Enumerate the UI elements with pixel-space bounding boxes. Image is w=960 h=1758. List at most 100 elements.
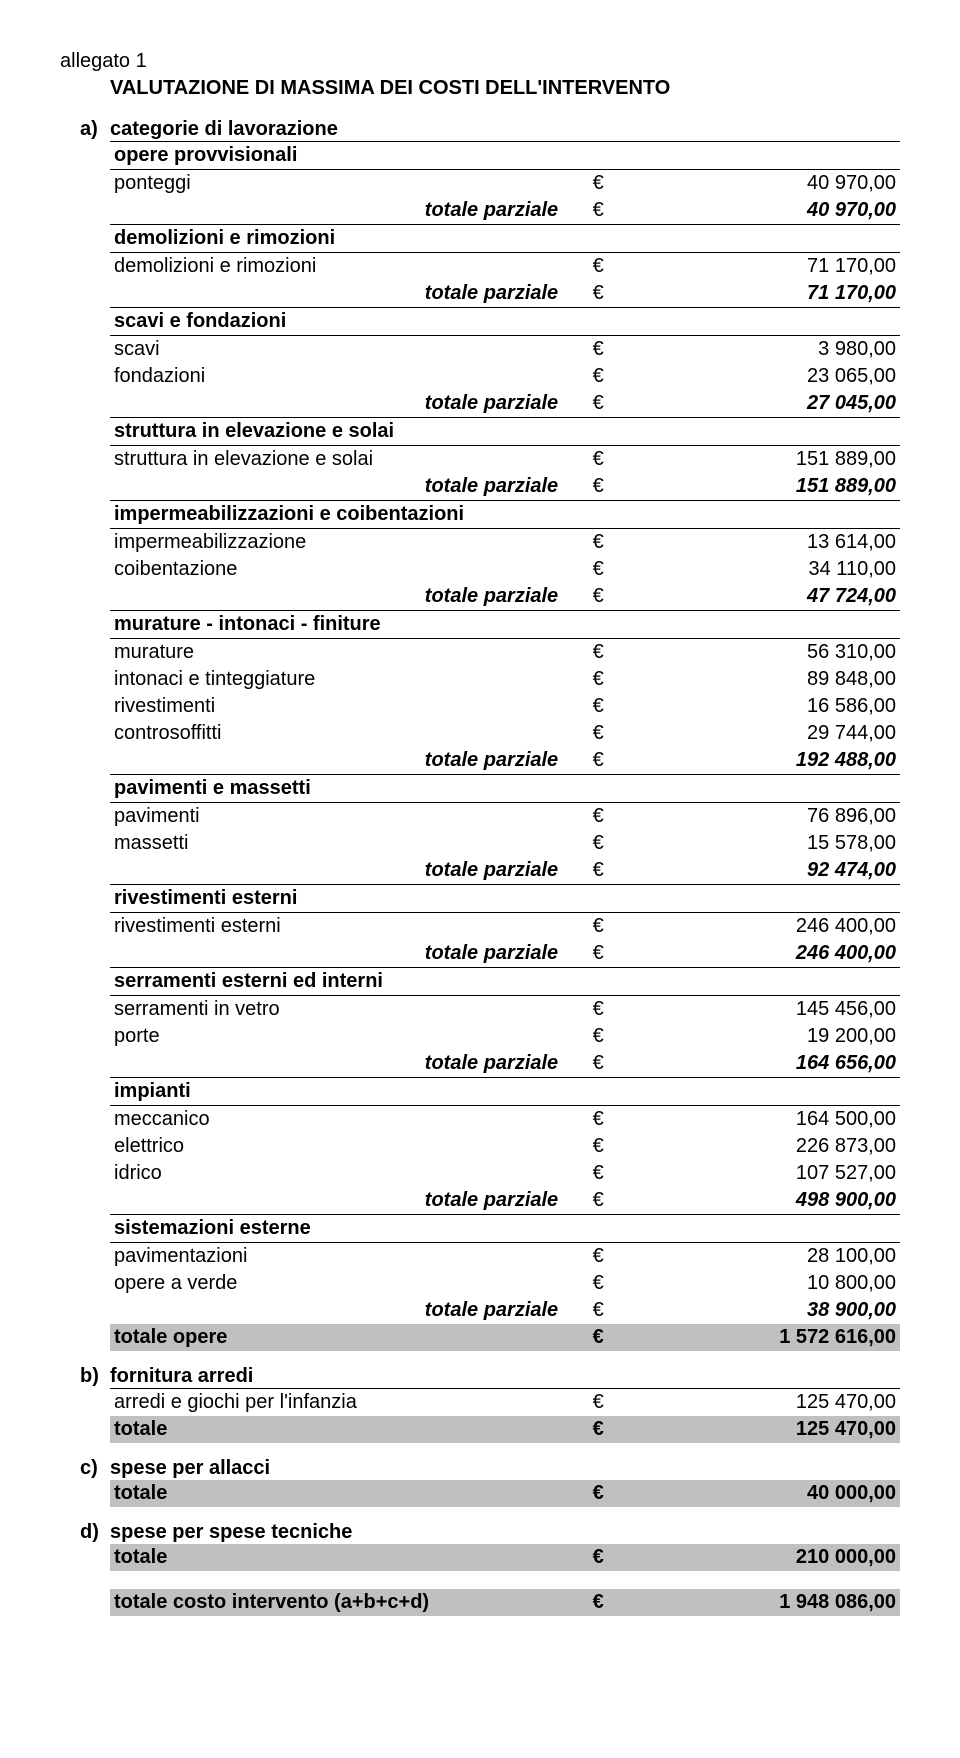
row-value: 151 889,00 (608, 446, 900, 474)
subtotal-label: totale parziale (110, 197, 568, 225)
row-value: 40 970,00 (608, 170, 900, 198)
subtotal-label: totale parziale (110, 280, 568, 308)
data-row: pavimenti€76 896,00 (110, 803, 900, 831)
subtotal-currency: € (568, 747, 608, 775)
row-value: 3 980,00 (608, 336, 900, 364)
row-value: 28 100,00 (608, 1243, 900, 1271)
group-header: murature - intonaci - finiture (110, 611, 900, 639)
row-value: 10 800,00 (608, 1270, 900, 1297)
section-total-currency: € (568, 1324, 608, 1351)
row-currency: € (568, 720, 608, 747)
subtotal-value: 38 900,00 (608, 1297, 900, 1324)
subtotal-label: totale parziale (110, 583, 568, 611)
final-total-currency: € (568, 1589, 608, 1616)
row-label: scavi (110, 336, 568, 364)
row-label: elettrico (110, 1133, 568, 1160)
row-label: rivestimenti esterni (110, 913, 568, 941)
section-total-label: totale (110, 1416, 568, 1443)
section-total-label: totale (110, 1480, 568, 1507)
group-name: scavi e fondazioni (110, 308, 568, 336)
data-row: arredi e giochi per l'infanzia€125 470,0… (110, 1389, 900, 1417)
section-b-letter: b) (80, 1365, 110, 1388)
data-row: impermeabilizzazione€13 614,00 (110, 529, 900, 557)
subtotal-row: totale parziale€92 474,00 (110, 857, 900, 885)
final-total-row: totale costo intervento (a+b+c+d) € 1 94… (110, 1589, 900, 1616)
row-label: massetti (110, 830, 568, 857)
row-currency: € (568, 913, 608, 941)
section-total-value: 1 572 616,00 (608, 1324, 900, 1351)
row-value: 19 200,00 (608, 1023, 900, 1050)
data-row: fondazioni€23 065,00 (110, 363, 900, 390)
group-header: scavi e fondazioni (110, 308, 900, 336)
subtotal-currency: € (568, 583, 608, 611)
subtotal-row: totale parziale€164 656,00 (110, 1050, 900, 1078)
row-value: 71 170,00 (608, 253, 900, 281)
subtotal-row: totale parziale€38 900,00 (110, 1297, 900, 1324)
subtotal-label: totale parziale (110, 473, 568, 501)
subtotal-currency: € (568, 473, 608, 501)
group-header: opere provvisionali (110, 142, 900, 170)
subtotal-row: totale parziale€47 724,00 (110, 583, 900, 611)
group-header: struttura in elevazione e solai (110, 418, 900, 446)
section-total-currency: € (568, 1544, 608, 1571)
row-value: 164 500,00 (608, 1106, 900, 1134)
subtotal-currency: € (568, 390, 608, 418)
group-name: demolizioni e rimozioni (110, 225, 568, 253)
data-row: intonaci e tinteggiature€89 848,00 (110, 666, 900, 693)
row-label: meccanico (110, 1106, 568, 1134)
row-currency: € (568, 1023, 608, 1050)
subtotal-currency: € (568, 1297, 608, 1324)
subtotal-label: totale parziale (110, 940, 568, 968)
subtotal-label: totale parziale (110, 390, 568, 418)
group-name: pavimenti e massetti (110, 775, 568, 803)
row-value: 16 586,00 (608, 693, 900, 720)
subtotal-value: 40 970,00 (608, 197, 900, 225)
attachment-label: allegato 1 (60, 50, 900, 73)
section-b-header: b) fornitura arredi (80, 1365, 900, 1388)
data-row: rivestimenti€16 586,00 (110, 693, 900, 720)
subtotal-value: 151 889,00 (608, 473, 900, 501)
subtotal-row: totale parziale€192 488,00 (110, 747, 900, 775)
row-label: intonaci e tinteggiature (110, 666, 568, 693)
group-name: rivestimenti esterni (110, 885, 568, 913)
row-currency: € (568, 1389, 608, 1417)
section-total-label: totale (110, 1544, 568, 1571)
row-label: pavimenti (110, 803, 568, 831)
data-row: murature€56 310,00 (110, 639, 900, 667)
subtotal-currency: € (568, 1050, 608, 1078)
row-label: murature (110, 639, 568, 667)
subtotal-value: 71 170,00 (608, 280, 900, 308)
row-currency: € (568, 996, 608, 1024)
subtotal-row: totale parziale€498 900,00 (110, 1187, 900, 1215)
row-label: pavimentazioni (110, 1243, 568, 1271)
final-total-table: totale costo intervento (a+b+c+d) € 1 94… (110, 1589, 900, 1616)
row-value: 29 744,00 (608, 720, 900, 747)
row-currency: € (568, 556, 608, 583)
data-row: scavi€3 980,00 (110, 336, 900, 364)
row-value: 125 470,00 (608, 1389, 900, 1417)
subtotal-label: totale parziale (110, 1297, 568, 1324)
section-c-letter: c) (80, 1457, 110, 1480)
data-row: rivestimenti esterni€246 400,00 (110, 913, 900, 941)
row-label: porte (110, 1023, 568, 1050)
section-b-label: fornitura arredi (110, 1365, 253, 1388)
row-value: 246 400,00 (608, 913, 900, 941)
group-name: serramenti esterni ed interni (110, 968, 568, 996)
section-total-row: totale€210 000,00 (110, 1544, 900, 1571)
subtotal-value: 246 400,00 (608, 940, 900, 968)
row-currency: € (568, 693, 608, 720)
section-c-table: totale€40 000,00 (110, 1480, 900, 1507)
data-row: coibentazione€34 110,00 (110, 556, 900, 583)
section-total-row: totale€40 000,00 (110, 1480, 900, 1507)
row-label: serramenti in vetro (110, 996, 568, 1024)
subtotal-value: 47 724,00 (608, 583, 900, 611)
row-value: 56 310,00 (608, 639, 900, 667)
subtotal-value: 498 900,00 (608, 1187, 900, 1215)
row-currency: € (568, 170, 608, 198)
data-row: idrico€107 527,00 (110, 1160, 900, 1187)
final-total-label: totale costo intervento (a+b+c+d) (110, 1589, 568, 1616)
row-currency: € (568, 1270, 608, 1297)
group-header: rivestimenti esterni (110, 885, 900, 913)
row-currency: € (568, 666, 608, 693)
subtotal-currency: € (568, 280, 608, 308)
